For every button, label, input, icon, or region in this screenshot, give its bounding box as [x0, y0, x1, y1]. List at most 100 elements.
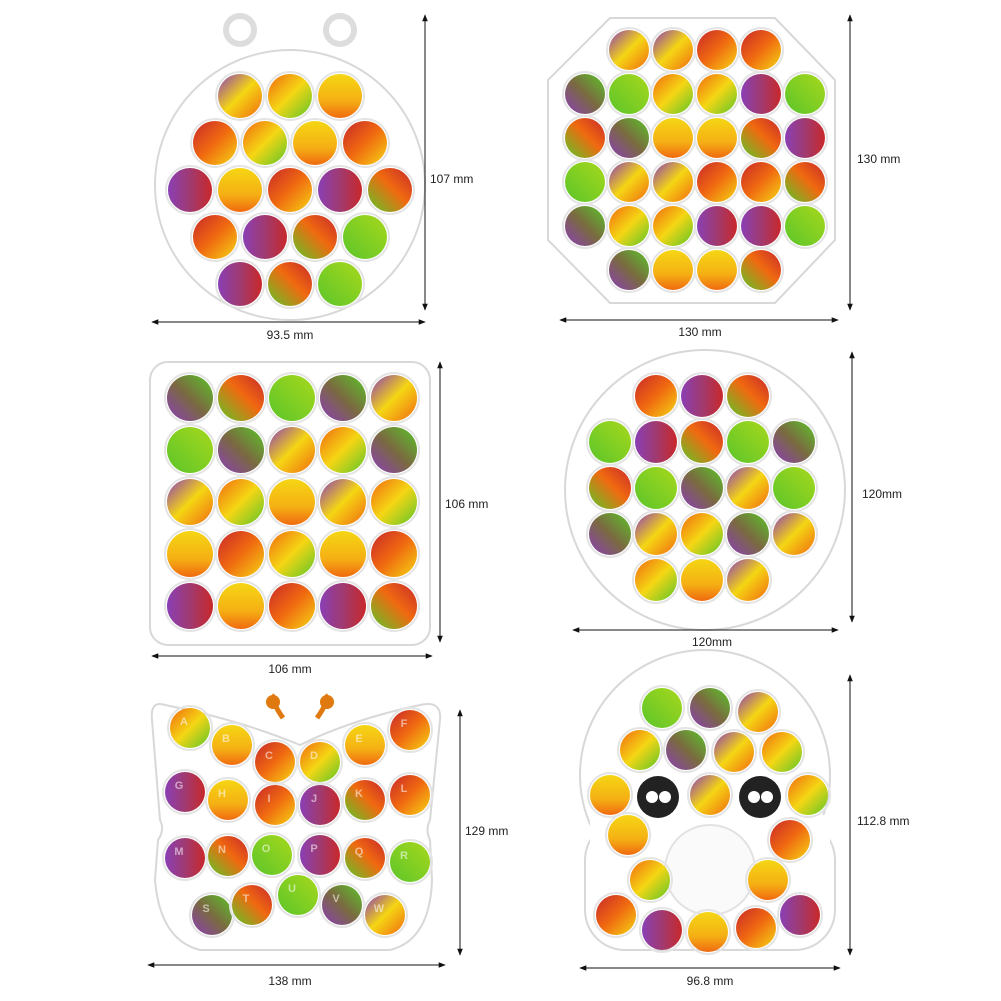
- bubble: [269, 531, 315, 577]
- bubble: [240, 118, 290, 168]
- bubble: [565, 206, 605, 246]
- bubble: [265, 259, 315, 309]
- bubble: [368, 168, 412, 212]
- bubble: [777, 892, 823, 938]
- bubble: [785, 74, 825, 114]
- bubble-letter: O: [262, 843, 271, 855]
- bubble: [343, 215, 387, 259]
- bubble: [170, 708, 210, 748]
- bubble: [208, 780, 248, 820]
- bubble: [365, 165, 415, 215]
- bubble: [362, 892, 408, 938]
- bubble-letter: N: [218, 844, 226, 856]
- bubble: [741, 250, 781, 290]
- bubble: [218, 583, 264, 629]
- bubble: [215, 165, 265, 215]
- bubble: [165, 838, 205, 878]
- bubble: [268, 262, 312, 306]
- bubble-letter: J: [311, 793, 317, 805]
- bubble: [635, 421, 677, 463]
- bubble: [788, 775, 828, 815]
- bubble: [770, 820, 810, 860]
- bubble: [782, 203, 828, 249]
- bubble: [208, 836, 248, 876]
- bubble: [687, 772, 733, 818]
- bubble: [218, 375, 264, 421]
- bubble: [681, 513, 723, 555]
- bubble: [697, 74, 737, 114]
- bubble: [368, 372, 420, 424]
- bubble: [609, 162, 649, 202]
- bubble: [642, 910, 682, 950]
- bubble: [165, 165, 215, 215]
- bubble: [785, 206, 825, 246]
- bubble: [714, 732, 754, 772]
- bubble: [738, 247, 784, 293]
- bubble: [265, 165, 315, 215]
- bubble: [297, 832, 343, 878]
- bubble: [371, 531, 417, 577]
- bubble: [300, 835, 340, 875]
- bubble: [687, 685, 733, 731]
- bubble: [727, 375, 769, 417]
- bubble: [741, 162, 781, 202]
- bubble: [268, 168, 312, 212]
- bubble: [320, 479, 366, 525]
- bubble: [630, 860, 670, 900]
- bubble: [589, 513, 631, 555]
- bubble: [620, 730, 660, 770]
- bubble: [681, 375, 723, 417]
- bubble: [345, 780, 385, 820]
- bubble: [697, 250, 737, 290]
- bubble-letter: U: [288, 883, 296, 895]
- bubble: [269, 583, 315, 629]
- bubble: [745, 857, 791, 903]
- bubble: [773, 467, 815, 509]
- bubble-letter: Q: [355, 846, 364, 858]
- bubble: [663, 727, 709, 773]
- bubble-letter: F: [401, 718, 408, 730]
- dimensions: 93.5 mm 107 mm 130 mm 130 mm 106 mm 106 mm 120…: [147, 14, 911, 988]
- bubble: [343, 121, 387, 165]
- bubble: [780, 895, 820, 935]
- bubble: [167, 427, 213, 473]
- bubble: [727, 467, 769, 509]
- bubble: [690, 688, 730, 728]
- bubble: [773, 421, 815, 463]
- bubble: [688, 912, 728, 952]
- bubble: [167, 705, 213, 751]
- width-label: 130 mm: [678, 325, 721, 339]
- bubble: [681, 421, 723, 463]
- bubble: [733, 905, 779, 951]
- bubble: [293, 215, 337, 259]
- bubble: [738, 692, 778, 732]
- bubble: [762, 732, 802, 772]
- bubble: [635, 559, 677, 601]
- bubble-letter: G: [175, 780, 184, 792]
- bubble: [189, 892, 235, 938]
- bubble: [697, 30, 737, 70]
- bubble: [212, 725, 252, 765]
- bubble: [785, 772, 831, 818]
- bubble: [167, 375, 213, 421]
- bubble: [190, 118, 240, 168]
- bubble: [368, 528, 420, 580]
- bubble: [609, 206, 649, 246]
- bubble: [735, 689, 781, 735]
- bubble-letter: T: [243, 893, 250, 905]
- bubble: [627, 857, 673, 903]
- bubble: [635, 467, 677, 509]
- bubble: [342, 835, 388, 881]
- bubble: [297, 782, 343, 828]
- bubble: [300, 785, 340, 825]
- bubble: [319, 882, 365, 928]
- bubble: [666, 730, 706, 770]
- bubble: [368, 476, 420, 528]
- bubble: [390, 775, 430, 815]
- bubble: [218, 427, 264, 473]
- bubble: [609, 30, 649, 70]
- bubble: [290, 118, 340, 168]
- bubble: [193, 121, 237, 165]
- width-label: 106 mm: [268, 662, 311, 676]
- bubble: [269, 427, 315, 473]
